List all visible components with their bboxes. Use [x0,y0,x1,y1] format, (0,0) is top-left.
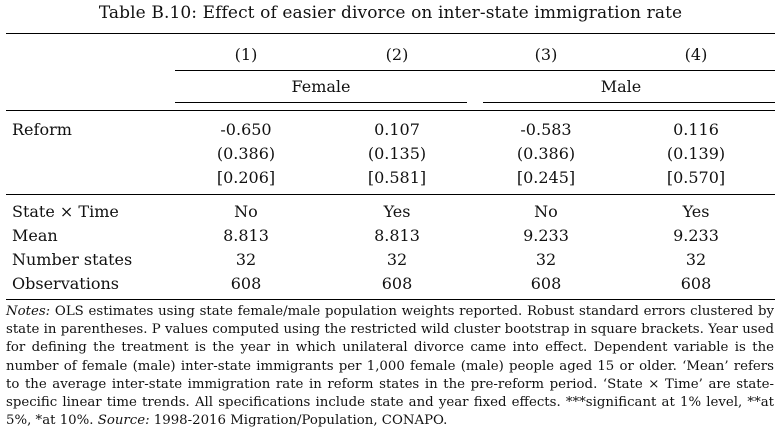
reform-pvalue-4: [0.570] [666,168,726,187]
reform-pvalue-3: [0.245] [516,168,576,187]
state-time-4: Yes [682,202,710,221]
male-group-rule [483,102,775,103]
mean-1: 8.813 [223,226,269,245]
number-states-2: 32 [386,250,408,269]
observations-1: 608 [230,274,262,293]
group-header-male: Male [600,77,642,96]
body-mid-rule [6,194,775,195]
reform-coef-2: 0.107 [374,120,420,139]
reform-pvalue-1: [0.206] [216,168,276,187]
female-group-rule [175,102,467,103]
reform-se-3: (0.386) [516,144,576,163]
source-label: Source: [97,413,150,429]
observations-2: 608 [381,274,413,293]
header-subrule [175,70,775,71]
column-header-3: (3) [534,45,558,64]
reform-coef-3: -0.583 [520,120,572,139]
header-bottom-rule [6,110,775,111]
state-time-2: Yes [383,202,411,221]
mean-4: 9.233 [673,226,719,245]
observations-4: 608 [680,274,712,293]
mean-2: 8.813 [374,226,420,245]
reform-se-2: (0.135) [367,144,427,163]
reform-coef-4: 0.116 [673,120,719,139]
table-notes: Notes: OLS estimates using state female/… [6,303,774,430]
bottom-rule [6,299,775,300]
state-time-3: No [534,202,558,221]
number-states-1: 32 [235,250,257,269]
state-time-1: No [234,202,258,221]
row-label-observations: Observations [12,274,119,293]
reform-se-4: (0.139) [666,144,726,163]
row-label-state-time: State × Time [12,202,119,221]
group-header-female: Female [291,77,351,96]
column-header-1: (1) [234,45,258,64]
number-states-3: 32 [535,250,557,269]
reform-coef-1: -0.650 [220,120,272,139]
notes-label: Notes: [6,304,51,319]
source-text: 1998-2016 Migration/Population, CONAPO. [153,413,448,429]
row-label-number-states: Number states [12,250,133,269]
reform-pvalue-2: [0.581] [367,168,427,187]
table-title: Table B.10: Effect of easier divorce on … [98,3,683,23]
notes-text: OLS estimates using state female/male po… [6,304,774,429]
row-label-mean: Mean [12,226,58,245]
reform-se-1: (0.386) [216,144,276,163]
column-header-4: (4) [684,45,708,64]
mean-3: 9.233 [523,226,569,245]
top-rule [6,33,775,34]
column-header-2: (2) [385,45,409,64]
row-label-reform: Reform [12,120,72,139]
observations-3: 608 [530,274,562,293]
number-states-4: 32 [685,250,707,269]
